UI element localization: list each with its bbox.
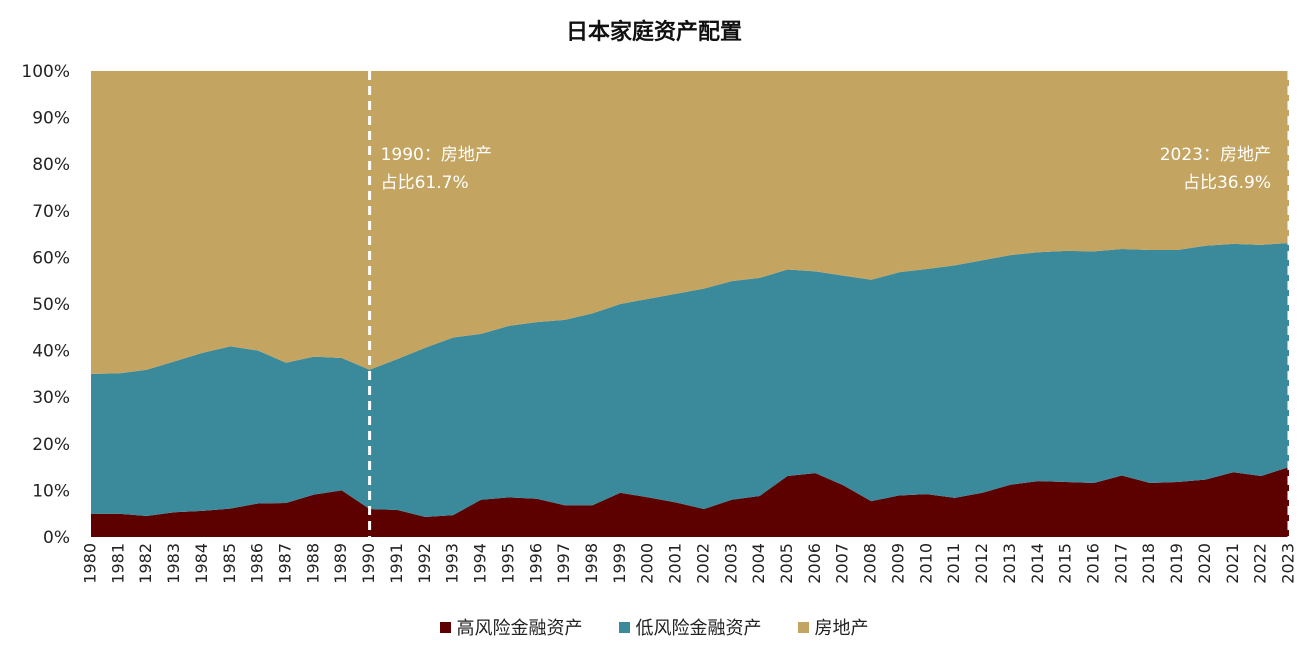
legend-item-3: 房地产 [797, 614, 869, 640]
y-tick-label: 10% [32, 481, 70, 501]
x-tick-label: 1983 [164, 543, 183, 584]
y-tick-label: 0% [43, 528, 70, 548]
legend-label: 房地产 [814, 618, 869, 639]
x-tick-label: 2022 [1251, 543, 1270, 584]
x-tick-label: 1981 [108, 543, 127, 584]
x-tick-label: 2002 [693, 543, 712, 584]
y-tick-label: 40% [32, 342, 70, 362]
y-tick-label: 50% [32, 295, 70, 315]
legend-label: 低风险金融资产 [635, 618, 762, 639]
x-tick-label: 2009 [888, 543, 907, 584]
x-tick-label: 1998 [582, 543, 601, 584]
annotation-1990-line1: 1990：房地产 [381, 145, 492, 165]
x-tick-label: 2015 [1056, 543, 1075, 584]
x-tick-label: 2000 [638, 543, 657, 584]
x-tick-label: 1987 [276, 543, 295, 584]
x-tick-label: 2021 [1223, 543, 1242, 584]
area-series-2 [91, 242, 1289, 517]
x-tick-label: 2019 [1167, 543, 1186, 584]
x-tick-label: 1997 [554, 543, 573, 584]
x-tick-label: 2017 [1111, 543, 1130, 584]
area-series-3 [91, 71, 1289, 374]
x-tick-label: 2004 [749, 543, 768, 584]
y-tick-label: 100% [21, 62, 70, 82]
x-tick-label: 2011 [944, 543, 963, 584]
legend-label: 高风险金融资产 [456, 618, 583, 639]
x-tick-label: 2006 [805, 543, 824, 584]
x-tick-label: 2001 [666, 543, 685, 584]
x-tick-label: 1991 [387, 543, 406, 584]
y-tick-label: 20% [32, 435, 70, 455]
x-tick-label: 1989 [331, 543, 350, 584]
x-tick-label: 1990 [359, 543, 378, 584]
x-tick-label: 2005 [777, 543, 796, 584]
legend-item-2: 低风险金融资产 [618, 614, 762, 640]
x-tick-label: 1993 [443, 543, 462, 584]
x-tick-label: 2016 [1083, 543, 1102, 584]
annotation-2023-line2: 占比36.9% [1183, 173, 1271, 193]
x-tick-label: 1982 [136, 543, 155, 584]
annotation-2023-line1: 2023：房地产 [1160, 145, 1271, 165]
x-tick-label: 2014 [1028, 543, 1047, 584]
y-tick-label: 30% [32, 388, 70, 408]
y-tick-label: 70% [32, 202, 70, 222]
x-tick-label: 1984 [192, 543, 211, 584]
x-tick-label: 2023 [1279, 543, 1298, 584]
x-tick-label: 1994 [471, 543, 490, 584]
x-tick-label: 1986 [248, 543, 267, 584]
x-tick-label: 2010 [916, 543, 935, 584]
x-tick-label: 1992 [415, 543, 434, 584]
x-tick-label: 1995 [498, 543, 517, 584]
x-tick-label: 2012 [972, 543, 991, 584]
y-tick-label: 90% [32, 109, 70, 129]
y-tick-label: 60% [32, 248, 70, 268]
legend-swatch [618, 621, 630, 633]
x-tick-label: 1988 [303, 543, 322, 584]
area-series-1 [91, 467, 1289, 537]
legend-swatch [439, 621, 451, 633]
legend-item-1: 高风险金融资产 [439, 614, 583, 640]
x-tick-label: 2007 [833, 543, 852, 584]
y-tick-label: 80% [32, 155, 70, 175]
x-tick-label: 2020 [1195, 543, 1214, 584]
annotation-1990-line2: 占比61.7% [381, 173, 469, 193]
x-tick-label: 2008 [861, 543, 880, 584]
chart-title: 日本家庭资产配置 [565, 20, 742, 45]
x-tick-label: 1999 [610, 543, 629, 584]
legend: 高风险金融资产 低风险金融资产 房地产 [0, 614, 1308, 640]
x-tick-label: 2003 [721, 543, 740, 584]
x-tick-label: 1996 [526, 543, 545, 584]
legend-swatch [797, 621, 809, 633]
x-tick-label: 2018 [1139, 543, 1158, 584]
x-tick-label: 1985 [220, 543, 239, 584]
x-tick-label: 1980 [81, 543, 100, 584]
x-tick-label: 2013 [1000, 543, 1019, 584]
